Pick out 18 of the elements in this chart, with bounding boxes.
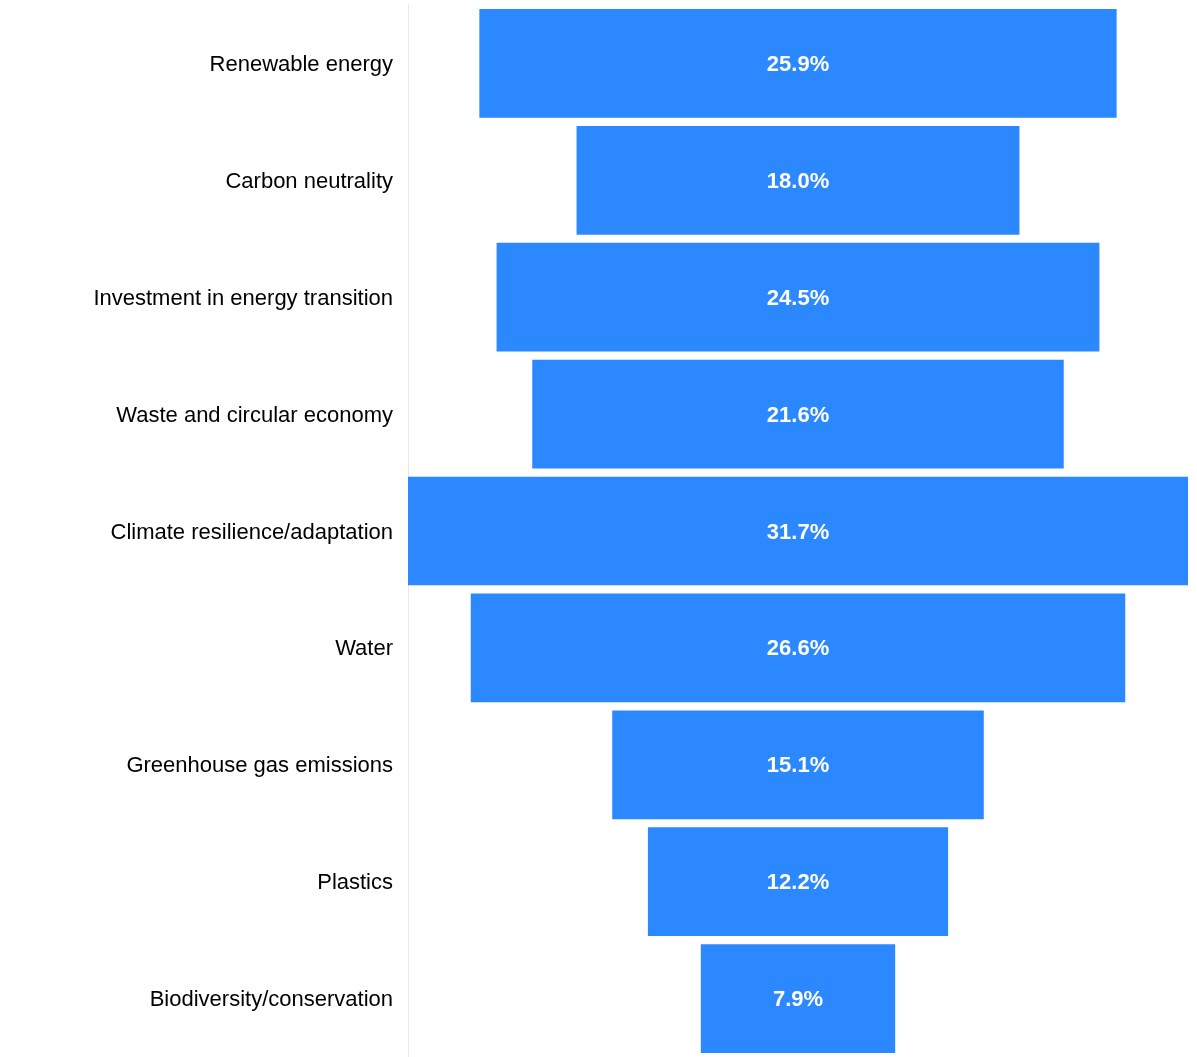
- category-label: Waste and circular economy: [116, 401, 393, 427]
- data-label: 24.5%: [766, 284, 830, 310]
- category-label: Renewable energy: [209, 50, 393, 76]
- category-label: Water: [335, 635, 393, 661]
- data-label: 25.9%: [766, 50, 830, 76]
- data-label: 7.9%: [772, 986, 824, 1012]
- data-label: 18.0%: [766, 167, 830, 193]
- category-label: Biodiversity/conservation: [149, 986, 393, 1012]
- category-label: Greenhouse gas emissions: [126, 752, 393, 778]
- data-label: 12.2%: [766, 869, 830, 895]
- data-label: 31.7%: [766, 518, 830, 544]
- category-label: Climate resilience/adaptation: [110, 518, 393, 544]
- data-label: 26.6%: [766, 635, 830, 661]
- category-label: Investment in energy transition: [93, 284, 393, 310]
- category-label: Carbon neutrality: [225, 167, 393, 193]
- category-label: Plastics: [317, 869, 393, 895]
- data-label: 15.1%: [766, 752, 830, 778]
- data-label: 21.6%: [766, 401, 830, 427]
